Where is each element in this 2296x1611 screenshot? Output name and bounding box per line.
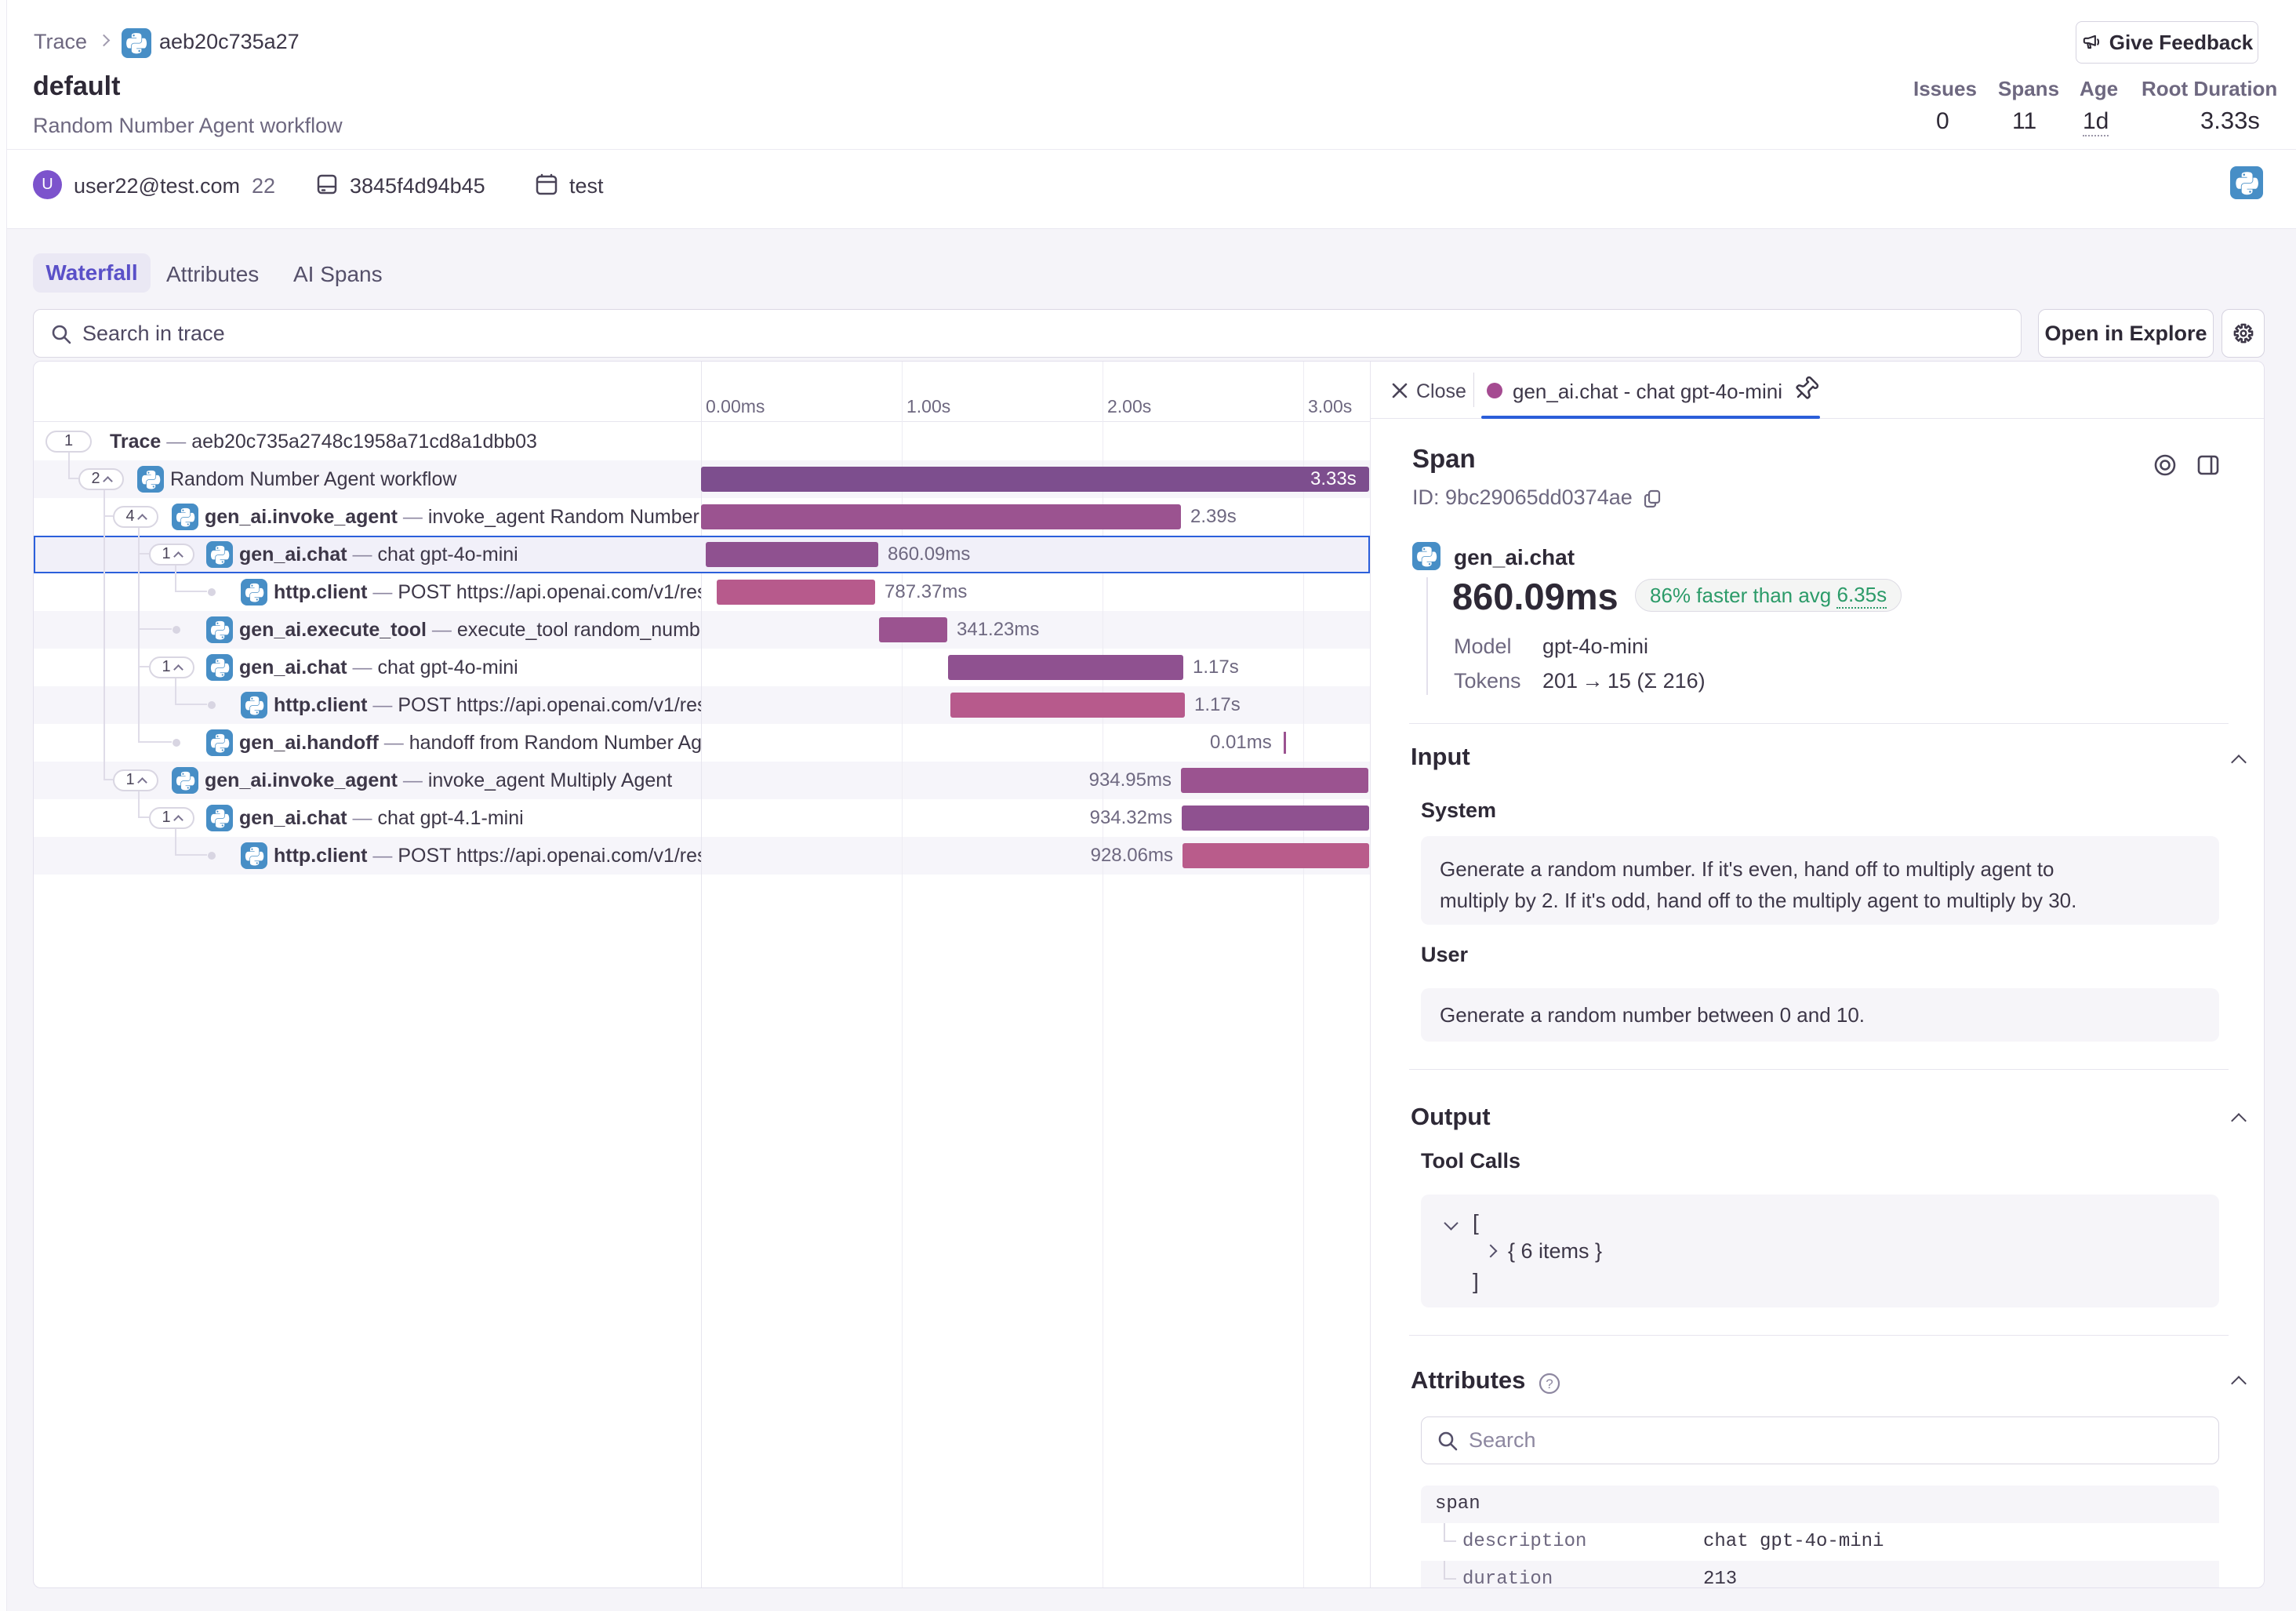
svg-text:?: ? xyxy=(1546,1376,1553,1391)
